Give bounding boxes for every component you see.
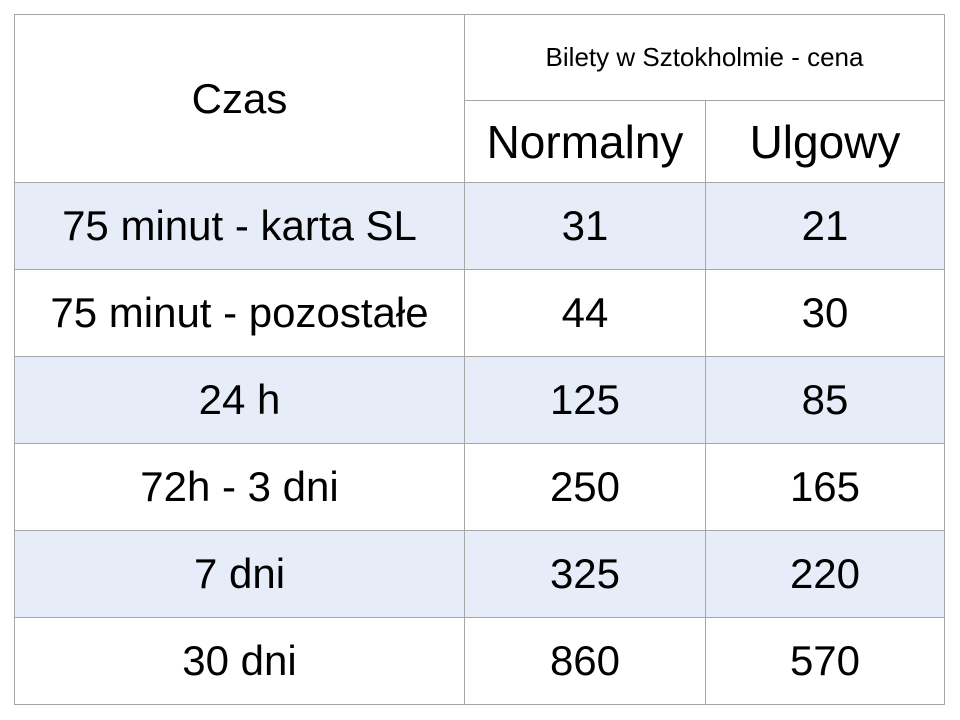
header-row-columns: Normalny Ulgowy: [15, 100, 945, 183]
price-cell-ulgowy: 85: [705, 356, 945, 444]
price-cell-normalny: 44: [464, 269, 706, 357]
row-label-cell: 72h - 3 dni: [14, 443, 465, 531]
table-row: 75 minut - karta SL 31 21: [14, 182, 945, 270]
price-cell-ulgowy: 165: [705, 443, 945, 531]
price-cell-normalny: 325: [464, 530, 706, 618]
price-cell-ulgowy: 21: [705, 182, 945, 270]
table-row: 72h - 3 dni 250 165: [14, 443, 945, 531]
corner-header-cell: Czas: [14, 14, 465, 183]
price-cell-normalny: 860: [464, 617, 706, 705]
group-header-cell: Bilety w Sztokholmie - cena: [464, 14, 945, 101]
price-cell-ulgowy: 220: [705, 530, 945, 618]
table-row: 30 dni 860 570: [14, 617, 945, 705]
column-header-ulgowy: Ulgowy: [705, 100, 945, 183]
price-cell-normalny: 31: [464, 182, 706, 270]
price-cell-normalny: 125: [464, 356, 706, 444]
price-table: Czas Bilety w Sztokholmie - cena Normaln…: [14, 14, 945, 705]
column-header-normalny: Normalny: [464, 100, 706, 183]
row-label-cell: 75 minut - karta SL: [14, 182, 465, 270]
header-row-group: Czas Bilety w Sztokholmie - cena: [14, 14, 945, 183]
price-cell-ulgowy: 570: [705, 617, 945, 705]
price-cell-normalny: 250: [464, 443, 706, 531]
row-label-cell: 75 minut - pozostałe: [14, 269, 465, 357]
price-cell-ulgowy: 30: [705, 269, 945, 357]
table-row: 7 dni 325 220: [14, 530, 945, 618]
row-label-cell: 30 dni: [14, 617, 465, 705]
row-label-cell: 24 h: [14, 356, 465, 444]
table-row: 75 minut - pozostałe 44 30: [14, 269, 945, 357]
row-label-cell: 7 dni: [14, 530, 465, 618]
table-row: 24 h 125 85: [14, 356, 945, 444]
